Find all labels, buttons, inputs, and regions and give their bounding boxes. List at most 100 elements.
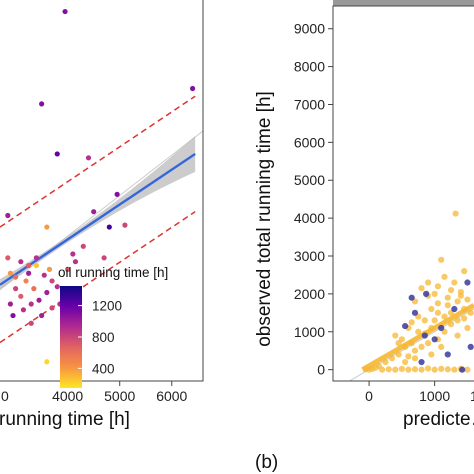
scatter-point-orange <box>405 353 412 360</box>
colorbar-tick-label: 800 <box>92 330 115 345</box>
fit-line <box>361 303 474 372</box>
x-tick-label: 1000 <box>419 388 450 404</box>
y-tick-label: 4000 <box>294 210 325 226</box>
scatter-point-orange <box>382 358 389 366</box>
scatter-point-orange <box>444 366 451 373</box>
y-tick-label: 5000 <box>294 172 325 188</box>
scatter-point-orange <box>461 268 468 275</box>
scatter-point-orange <box>451 366 458 373</box>
scatter-point-blue <box>459 366 466 373</box>
scatter-point-blue <box>444 351 451 358</box>
scatter-point-orange <box>395 351 402 358</box>
scatter-point-orange <box>461 315 468 322</box>
scatter-point <box>80 243 86 249</box>
panel-tag-b: (b) <box>255 452 278 473</box>
scatter-point-orange <box>438 365 445 372</box>
x-axis-title: …running time [h] <box>0 409 130 430</box>
x-tick-label: 6000 <box>156 388 187 404</box>
y-axis-ticks: 0 1000 2000 3000 4000 5000 6000 7000 8000 9000 <box>294 21 333 378</box>
scatter-point <box>72 259 79 265</box>
scatter-point-orange <box>388 355 396 362</box>
scatter-point <box>7 270 14 276</box>
scatter-point-orange <box>398 365 405 372</box>
scatter-point <box>13 274 19 280</box>
colorbar-tick-label: 1200 <box>92 299 122 314</box>
scatter-point <box>65 266 71 272</box>
scatter-point-orange <box>447 321 455 328</box>
scatter-point-blue <box>438 324 445 332</box>
colorbar-tick-label: 400 <box>92 361 115 376</box>
scatter-point-orange <box>379 366 386 373</box>
scatter-point-orange <box>434 309 442 316</box>
scatter-point <box>5 255 11 261</box>
scatter-point <box>101 255 107 261</box>
scatter-point <box>13 286 19 292</box>
scatter-point-orange <box>454 298 461 305</box>
scatter-point <box>54 151 60 157</box>
scatter-point-orange <box>464 296 471 303</box>
scatter-point-orange <box>438 343 445 351</box>
scatter-point <box>5 212 11 219</box>
scatter-point-orange <box>421 317 428 324</box>
scatter-point-orange <box>431 317 438 324</box>
y-tick-label: 3000 <box>294 248 325 264</box>
x-axis-title: predicte… <box>403 409 474 430</box>
scatter-point-orange <box>408 319 415 326</box>
scatter-point-orange <box>441 313 448 320</box>
scatter-point-blue <box>423 290 430 297</box>
y-tick-label: 7000 <box>294 96 325 112</box>
scatter-point-orange <box>451 279 458 286</box>
x-tick-label-partial: 0 <box>1 388 9 404</box>
scatter-point <box>189 85 196 92</box>
scatter-point-orange <box>428 305 435 313</box>
scatter-point-orange <box>385 366 392 373</box>
y-axis-title: observed total running time [h] <box>254 91 275 347</box>
scatter-point <box>39 312 45 319</box>
y-tick-label: 2000 <box>294 286 325 302</box>
plot-border <box>332 5 474 382</box>
scatter-point-orange <box>418 343 425 351</box>
scatter-point-orange <box>441 273 448 280</box>
scatter-point-orange <box>444 302 451 309</box>
scatter-point <box>36 297 42 303</box>
scatter-point-orange <box>392 332 399 339</box>
scatter-points <box>362 210 474 373</box>
identity-line <box>348 308 474 381</box>
x-axis-ticks: 0 1000 <box>365 381 450 404</box>
scatter-point <box>23 278 29 284</box>
scatter-point-orange <box>408 340 415 347</box>
scatter-point-blue <box>418 358 425 366</box>
scatter-point <box>41 272 47 278</box>
scatter-point <box>44 359 50 365</box>
scatter-point-blue <box>431 336 438 343</box>
y-tick-label: 6000 <box>294 134 325 150</box>
scatter-point-orange <box>431 366 438 373</box>
scatter-point-orange <box>424 279 432 286</box>
prediction-band-upper <box>0 95 196 228</box>
scatter-point-orange <box>411 366 419 373</box>
scatter-point-orange <box>392 366 399 373</box>
scatter-point <box>28 301 34 307</box>
scatter-point <box>44 289 50 296</box>
scatter-point-orange <box>362 366 369 373</box>
scatter-point-orange <box>402 343 409 351</box>
x-tick-label: 0 <box>365 388 373 404</box>
scatter-point-orange <box>402 358 409 366</box>
scatter-point <box>33 255 40 261</box>
scatter-point-orange <box>467 309 474 316</box>
panel-a-scatter: 4000 5000 6000 0 …running time [h] oil run… <box>0 0 204 430</box>
scatter-point <box>46 266 53 272</box>
scatter-point <box>31 286 37 292</box>
colorbar-ticks: 1200 800 400 <box>78 299 122 376</box>
scatter-point <box>10 312 16 319</box>
scatter-point <box>7 301 14 307</box>
scatter-point-blue <box>467 343 474 351</box>
x-tick-label: 4000 <box>52 388 83 404</box>
colorbar <box>60 286 82 388</box>
scatter-point <box>20 307 27 313</box>
plot-border <box>0 0 204 382</box>
scatter-point-orange <box>461 305 468 313</box>
scatter-point-blue <box>402 322 409 330</box>
scatter-point-orange <box>405 366 412 373</box>
